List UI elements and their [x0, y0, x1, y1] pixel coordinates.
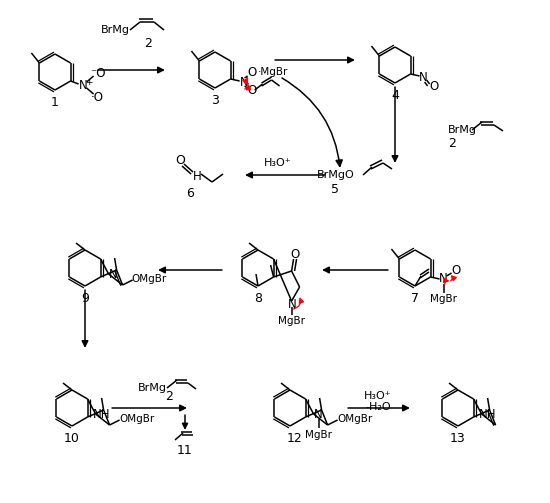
Text: -H₂O: -H₂O — [365, 402, 391, 412]
Text: OMgBr: OMgBr — [131, 274, 166, 284]
Text: +: + — [85, 77, 92, 87]
Text: BrMg: BrMg — [448, 125, 477, 135]
Text: OMgBr: OMgBr — [119, 414, 154, 424]
Text: O: O — [429, 79, 438, 93]
Text: BrMg: BrMg — [101, 25, 130, 35]
Text: 13: 13 — [450, 432, 466, 445]
Text: 6: 6 — [186, 187, 194, 200]
Text: N: N — [288, 297, 297, 310]
Text: O: O — [247, 83, 256, 97]
Text: N: N — [109, 268, 118, 281]
Text: 8: 8 — [254, 292, 262, 304]
Text: OMgBr: OMgBr — [337, 414, 372, 424]
Text: H₃O⁺: H₃O⁺ — [364, 391, 392, 401]
Text: ⁻O: ⁻O — [90, 66, 106, 79]
Text: NH: NH — [93, 407, 111, 421]
Text: N: N — [439, 273, 448, 286]
Text: 2: 2 — [448, 136, 456, 149]
Text: N: N — [419, 70, 428, 83]
Text: BrMg: BrMg — [138, 383, 167, 393]
Text: 2: 2 — [144, 37, 152, 49]
Text: N: N — [240, 75, 249, 89]
Text: 4: 4 — [391, 89, 399, 102]
Text: 10: 10 — [64, 432, 80, 445]
Text: BrMgO: BrMgO — [317, 170, 355, 180]
Text: MgBr: MgBr — [430, 294, 457, 304]
Text: 5: 5 — [331, 183, 339, 196]
Text: 1: 1 — [51, 96, 59, 109]
Text: O: O — [175, 153, 185, 166]
Text: H: H — [192, 170, 201, 183]
Text: NH: NH — [479, 407, 496, 421]
Text: MgBr: MgBr — [278, 316, 305, 326]
Text: 2: 2 — [165, 390, 173, 403]
Text: 9: 9 — [81, 292, 89, 304]
Text: O: O — [290, 247, 299, 261]
Text: 11: 11 — [177, 444, 193, 457]
Text: O: O — [451, 265, 460, 278]
Text: MgBr: MgBr — [305, 430, 332, 440]
Text: 7: 7 — [411, 292, 419, 304]
Text: O: O — [247, 65, 256, 78]
Text: N: N — [79, 78, 88, 92]
Text: ·MgBr: ·MgBr — [257, 67, 288, 77]
Text: N: N — [314, 407, 323, 421]
Text: 3: 3 — [211, 94, 219, 107]
Text: 12: 12 — [287, 432, 303, 445]
Text: ·O: ·O — [91, 91, 104, 104]
Text: H₃O⁺: H₃O⁺ — [264, 158, 292, 168]
